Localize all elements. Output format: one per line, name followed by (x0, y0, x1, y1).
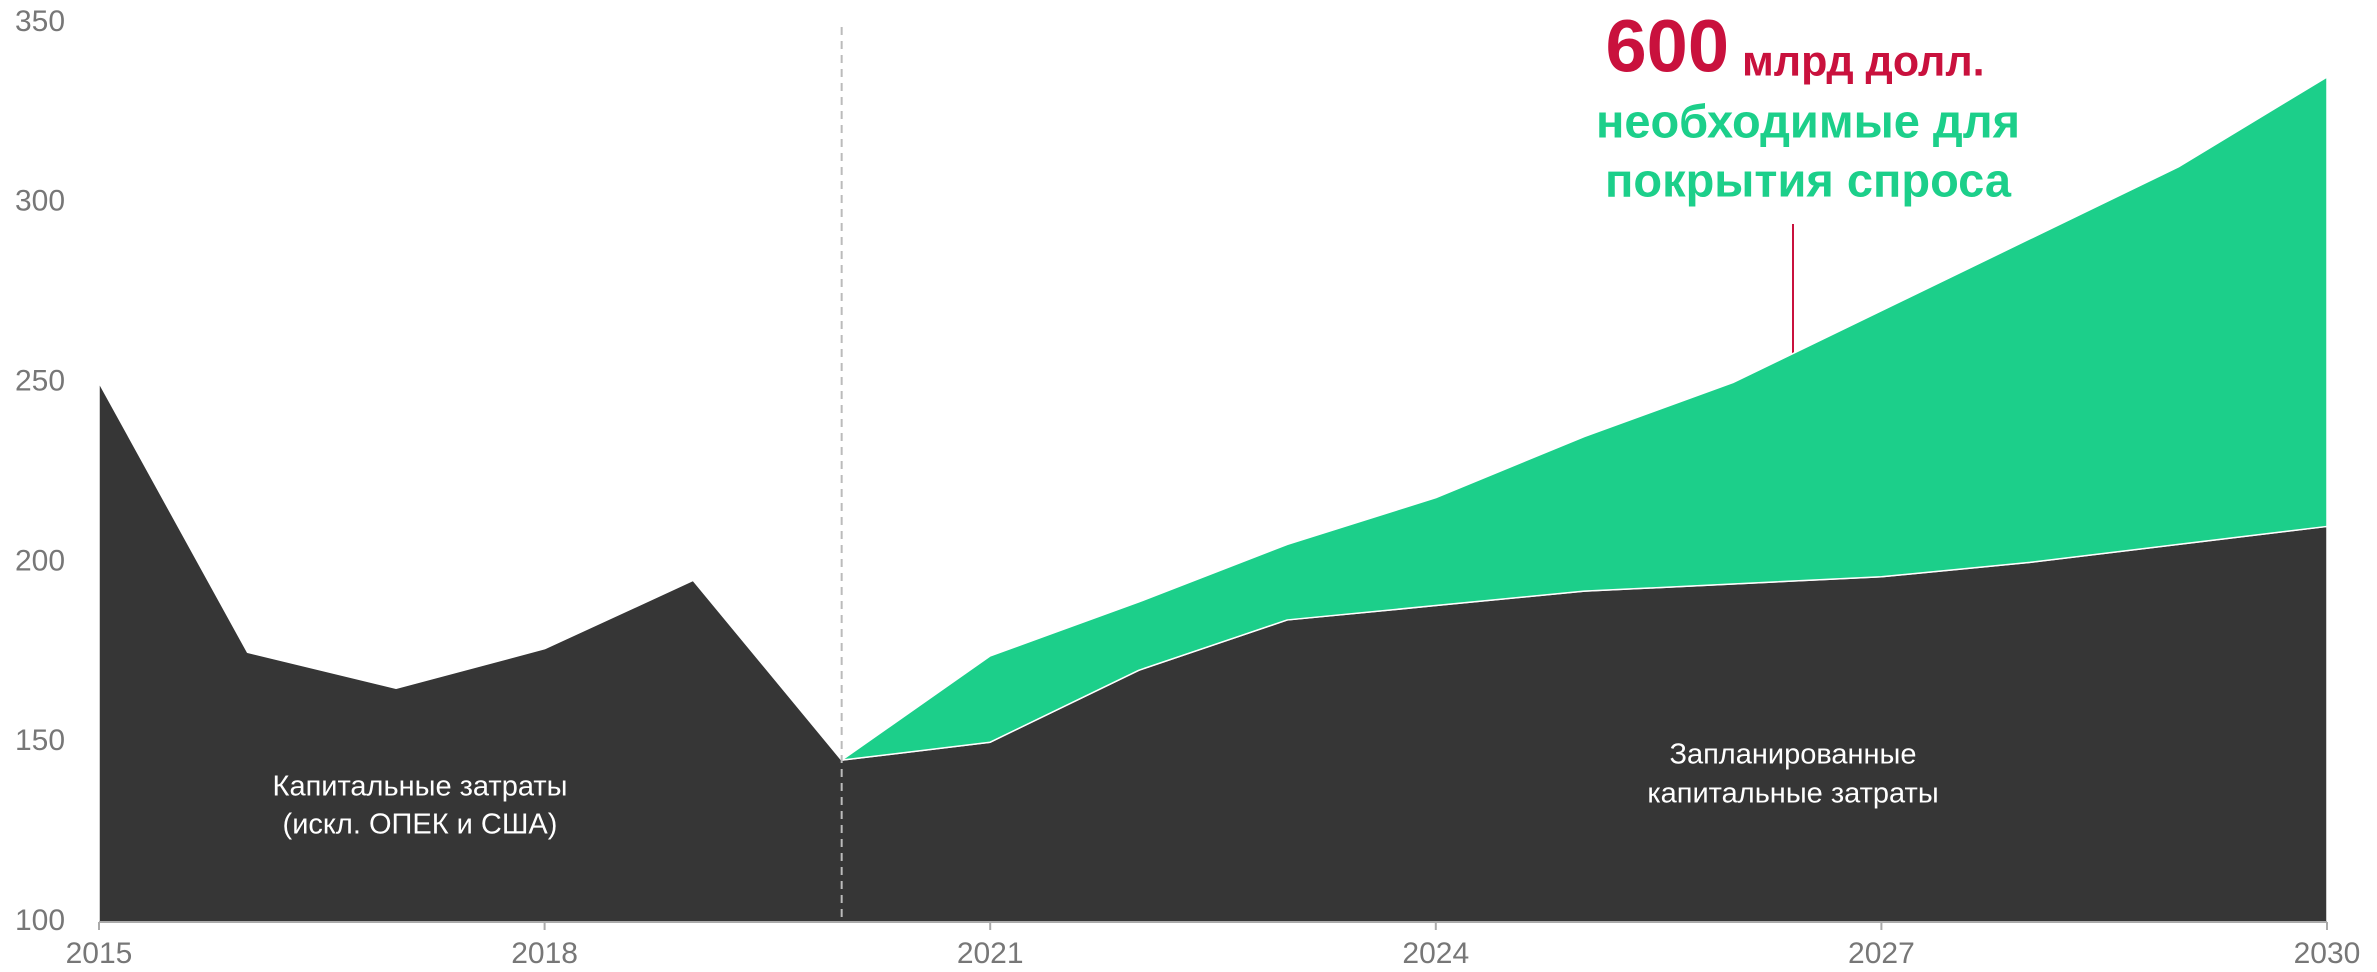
y-tick-label: 350 (15, 5, 65, 38)
x-tick-label: 2024 (1402, 937, 1469, 970)
annotation: капитальные затраты (1647, 778, 1938, 810)
annotation: млрд долл. (1742, 37, 1985, 85)
x-tick-label: 2018 (511, 937, 578, 970)
area (840, 76, 2328, 761)
x-tick-label: 2030 (2294, 937, 2361, 970)
x-tick-label: 2015 (66, 937, 133, 970)
annotation: покрытия спроса (1605, 153, 2012, 206)
x-tick-label: 2021 (957, 937, 1024, 970)
y-tick-label: 300 (15, 185, 65, 218)
annotation: Капитальные затраты (273, 771, 568, 803)
annotation: 600 (1606, 5, 1729, 88)
annotation: необходимые для (1596, 94, 2020, 147)
y-tick-label: 250 (15, 365, 65, 398)
annotation: (искл. ОПЕК и США) (283, 809, 558, 841)
x-tick-label: 2027 (1848, 937, 1915, 970)
y-tick-label: 150 (15, 724, 65, 757)
y-tick-label: 200 (15, 544, 65, 577)
y-tick-label: 100 (15, 904, 65, 937)
annotation: Запланированные (1669, 739, 1916, 771)
